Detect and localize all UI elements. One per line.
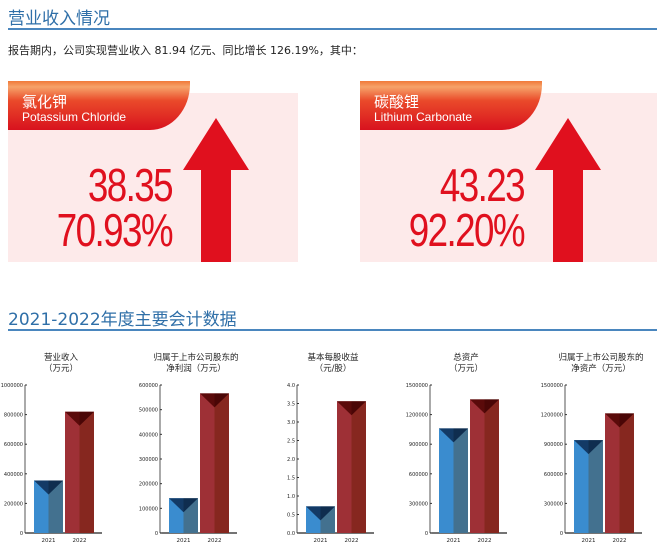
divider (8, 329, 657, 331)
product-name-cn: 碳酸锂 (374, 93, 420, 111)
chart-title: （万元） (449, 363, 483, 374)
y-tick-label: 1200000 (406, 413, 428, 419)
x-tick-label: 2021 (582, 538, 596, 544)
y-tick-label: 1.5 (287, 476, 295, 482)
section-title-revenue: 营业收入情况 (8, 9, 110, 29)
bar-2022 (337, 401, 366, 533)
bar-2021 (439, 428, 468, 533)
y-tick-label: 800000 (4, 413, 23, 419)
y-tick-label: 4.0 (287, 383, 295, 389)
growth-percent: 92.20% (408, 204, 526, 256)
y-tick-label: 1200000 (541, 413, 563, 419)
bar-chart-2: 基本每股收益（元/股） 0.0 0.5 1.0 1.5 2.0 2.5 3.0 3.5 4.0 20… (287, 352, 374, 544)
bar-2022 (65, 411, 94, 533)
bar-2021 (306, 506, 335, 533)
section-title-accounting: 2021-2022年度主要会计数据 (8, 310, 237, 330)
growth-percent: 70.93% (56, 204, 174, 256)
y-tick-label: 3.0 (287, 420, 295, 426)
y-tick-label: 3.5 (287, 402, 295, 408)
bar-2021 (574, 440, 603, 533)
chart-title: 基本每股收益 (307, 352, 359, 363)
charts-area: 营业收入（万元）02000004000006000008000001000000… (1, 352, 644, 544)
y-tick-label: 600000 (139, 383, 158, 389)
chart-title: 归属于上市公司股东的 (153, 352, 238, 363)
y-tick-label: 1000000 (1, 383, 23, 389)
y-tick-label: 2.5 (287, 439, 295, 445)
up-arrow-icon (183, 118, 249, 262)
y-tick-label: 300000 (139, 457, 158, 463)
y-tick-label: 2.0 (287, 457, 295, 463)
y-tick-label: 400000 (139, 432, 158, 438)
chart-title: 归属于上市公司股东的 (558, 352, 643, 363)
card-header: 氯化钾 Potassium Chloride (8, 81, 190, 130)
y-tick-label: 100000 (139, 506, 158, 512)
bar-2022 (605, 413, 634, 533)
bar-chart-3: 总资产（万元） 0 300000 600000 900000 1200000 1500000… (406, 352, 507, 544)
intro-text: 报告期内，公司实现营业收入 81.94 亿元、同比增长 126.19%，其中： (8, 44, 363, 57)
y-tick-label: 0.5 (287, 513, 295, 519)
bar-2021 (34, 480, 63, 533)
y-tick-label: 1500000 (406, 383, 428, 389)
y-tick-label: 300000 (544, 501, 563, 507)
x-tick-label: 2021 (314, 538, 328, 544)
chart-title: 总资产 (453, 352, 479, 363)
y-tick-label: 1500000 (541, 383, 563, 389)
revenue-value: 43.23 (439, 159, 526, 211)
x-tick-label: 2022 (478, 538, 492, 544)
y-tick-label: 0 (425, 531, 428, 537)
chart-title: 营业收入 (44, 352, 79, 363)
x-tick-label: 2022 (208, 538, 222, 544)
chart-title: （元/股） (315, 363, 352, 374)
y-tick-label: 200000 (139, 482, 158, 488)
bar-chart-0: 营业收入（万元） 0 200000 400000 600000 800000 1000000… (1, 352, 102, 544)
y-tick-label: 500000 (139, 408, 158, 414)
y-tick-label: 1.0 (287, 494, 295, 500)
y-tick-label: 600000 (4, 442, 23, 448)
product-name-en: Lithium Carbonate (374, 110, 473, 124)
chart-title: 净利润（万元） (166, 363, 226, 374)
divider (8, 28, 657, 30)
y-tick-label: 600000 (409, 472, 428, 478)
y-tick-label: 0.0 (287, 531, 295, 537)
y-tick-label: 200000 (4, 501, 23, 507)
y-tick-label: 400000 (4, 472, 23, 478)
chart-title: （万元） (44, 363, 78, 374)
bar-2022 (470, 399, 499, 533)
bar-2022 (200, 393, 229, 533)
bar-2021 (169, 498, 198, 533)
x-tick-label: 2021 (447, 538, 461, 544)
product-name-en: Potassium Chloride (22, 110, 127, 124)
card-header: 碳酸锂 Lithium Carbonate (360, 81, 542, 130)
x-tick-label: 2021 (42, 538, 56, 544)
chart-title: 净资产（万元） (571, 363, 631, 374)
y-tick-label: 300000 (409, 501, 428, 507)
y-tick-label: 0 (20, 531, 23, 537)
y-tick-label: 900000 (409, 442, 428, 448)
y-tick-label: 900000 (544, 442, 563, 448)
revenue-value: 38.35 (87, 159, 174, 211)
x-tick-label: 2022 (613, 538, 627, 544)
x-tick-label: 2022 (345, 538, 359, 544)
y-tick-label: 600000 (544, 472, 563, 478)
x-tick-label: 2022 (73, 538, 87, 544)
y-tick-label: 0 (560, 531, 563, 537)
up-arrow-icon (535, 118, 601, 262)
product-name-cn: 氯化钾 (22, 93, 68, 111)
y-tick-label: 0 (155, 531, 158, 537)
x-tick-label: 2021 (177, 538, 191, 544)
